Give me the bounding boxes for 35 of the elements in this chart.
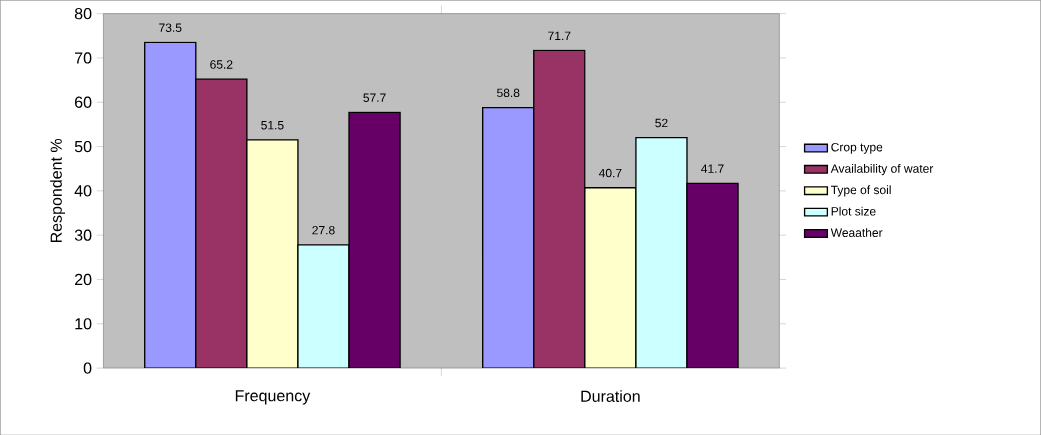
x-tick-label: Duration [581, 389, 640, 402]
data-label: 27.8 [312, 225, 335, 235]
bar [246, 139, 299, 368]
y-axis-title: Respondent % [50, 138, 66, 242]
y-tick-label: 70 [75, 52, 92, 64]
y-tick-label: 50 [74, 140, 92, 152]
legend-label: Crop type [831, 142, 883, 154]
data-label: 40.7 [598, 168, 622, 178]
legend-label: Availability of water [830, 163, 934, 175]
bar [297, 244, 350, 368]
bar [533, 49, 586, 368]
y-tick-label: 10 [75, 317, 92, 330]
legend-label: Type of soil [830, 185, 891, 197]
data-label: 52 [655, 118, 668, 128]
data-label: 51.5 [261, 120, 284, 130]
bar [686, 182, 739, 368]
x-tick-label: Frequency [235, 389, 311, 405]
data-label: 41.7 [701, 164, 724, 173]
data-label: 58.8 [497, 88, 520, 97]
y-tick-label: 60 [75, 96, 92, 108]
bar [348, 111, 401, 368]
bar [635, 136, 688, 368]
legend-label: Plot size [831, 206, 876, 216]
data-label: 71.7 [548, 31, 571, 40]
bar [195, 78, 248, 368]
y-tick-label: 40 [74, 184, 92, 197]
bar [584, 186, 637, 368]
y-tick-label: 80 [74, 7, 92, 20]
data-label: 57.7 [363, 93, 386, 102]
data-label: 73.5 [159, 23, 182, 32]
y-tick-label: 20 [75, 273, 92, 285]
y-tick-label: 30 [74, 229, 92, 241]
y-tick-label: 0 [83, 362, 92, 374]
data-label: 65.2 [210, 60, 233, 69]
legend-label: Weaather [830, 227, 883, 237]
